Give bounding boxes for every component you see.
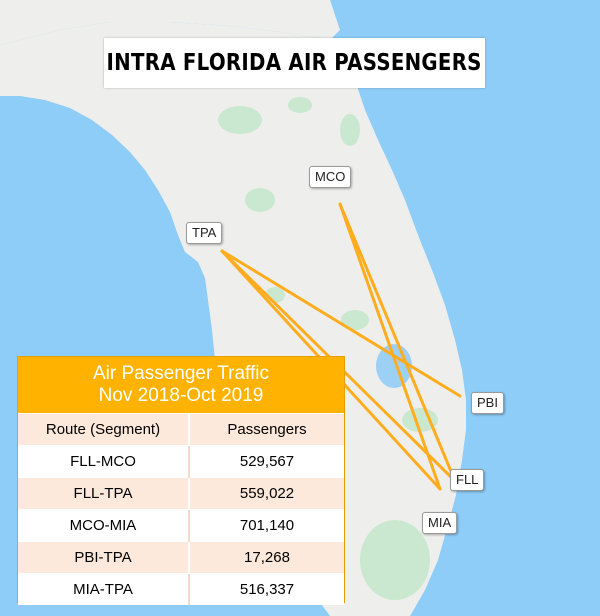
table-row: MCO-MIA 701,140 (18, 509, 344, 542)
passengers-cell: 701,140 (189, 509, 344, 542)
table-row: FLL-MCO 529,567 (18, 445, 344, 478)
route-cell: MIA-TPA (18, 573, 190, 605)
map-title-box: INTRA FLORIDA AIR PASSENGERS (104, 38, 485, 88)
route-cell: MCO-MIA (18, 509, 190, 542)
route-cell: FLL-MCO (18, 445, 190, 478)
passengers-cell: 559,022 (189, 477, 344, 510)
route-cell: FLL-TPA (18, 477, 190, 510)
traffic-title: Air Passenger Traffic (92, 363, 269, 384)
airport-label-pbi[interactable]: PBI (471, 392, 504, 414)
traffic-period: Nov 2018-Oct 2019 (98, 385, 264, 406)
route-mco-mia (338, 202, 442, 491)
table-row: PBI-TPA 17,268 (18, 541, 344, 574)
airport-label-mco[interactable]: MCO (309, 166, 352, 188)
map-title: INTRA FLORIDA AIR PASSENGERS (106, 50, 483, 76)
northern-land (0, 0, 340, 45)
traffic-table-panel: Air Passenger Traffic Nov 2018-Oct 2019 … (17, 356, 345, 605)
route-mco-fll (338, 202, 457, 483)
table-row: MIA-TPA 516,337 (18, 573, 344, 605)
airport-label-fll[interactable]: FLL (450, 469, 485, 491)
table-header-row: Route (Segment) Passengers (18, 413, 344, 446)
route-cell: PBI-TPA (18, 541, 190, 574)
traffic-table-header: Air Passenger Traffic Nov 2018-Oct 2019 (18, 357, 344, 413)
passengers-cell: 516,337 (189, 573, 344, 605)
airport-label-mia[interactable]: MIA (422, 512, 458, 534)
passengers-cell: 17,268 (189, 541, 344, 574)
traffic-table: Route (Segment) Passengers FLL-MCO 529,5… (18, 413, 344, 605)
route-tpa-pbi (220, 249, 462, 398)
column-header-passengers: Passengers (189, 413, 344, 446)
column-header-route: Route (Segment) (18, 413, 190, 446)
airport-label-tpa[interactable]: TPA (186, 222, 223, 244)
table-row: FLL-TPA 559,022 (18, 477, 344, 510)
passengers-cell: 529,567 (189, 445, 344, 478)
